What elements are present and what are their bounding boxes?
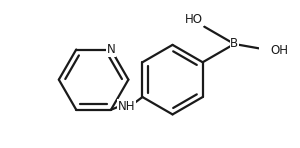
Text: HO: HO (185, 13, 203, 26)
Text: B: B (230, 37, 238, 50)
Text: OH: OH (270, 44, 288, 57)
Text: NH: NH (118, 100, 136, 113)
Text: N: N (106, 43, 116, 56)
